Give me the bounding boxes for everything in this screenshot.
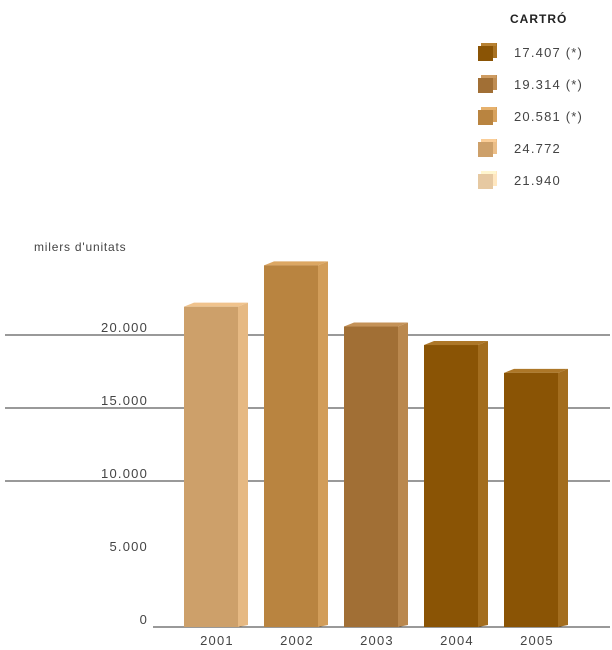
- bar-face: [504, 372, 558, 627]
- legend-label: 17.407 (*): [514, 44, 584, 60]
- legend-swatch: [478, 139, 497, 157]
- bar-side: [398, 322, 408, 627]
- legend-title: CARTRÓ: [510, 12, 568, 26]
- legend-swatch: [478, 43, 497, 61]
- legend-item: 24.772: [478, 138, 561, 158]
- x-tick-label: 2002: [280, 633, 314, 648]
- bar-face: [264, 265, 318, 627]
- bar-face: [344, 326, 398, 627]
- legend-label: 19.314 (*): [514, 76, 584, 92]
- y-tick-label: 15.000: [101, 393, 148, 408]
- legend-swatch: [478, 75, 497, 93]
- bar: [264, 261, 328, 627]
- bar-face: [184, 306, 238, 627]
- legend-label: 21.940: [514, 172, 561, 188]
- bar-top: [424, 341, 488, 346]
- legend-label: 20.581 (*): [514, 108, 584, 124]
- legend-label: 24.772: [514, 140, 561, 156]
- y-tick-label: 5.000: [109, 539, 148, 554]
- bar: [504, 368, 568, 627]
- legend-swatch: [478, 171, 497, 189]
- x-tick-label: 2001: [200, 633, 234, 648]
- x-tick-label: 2005: [520, 633, 554, 648]
- y-tick-label: 20.000: [101, 320, 148, 335]
- bar-side: [558, 368, 568, 627]
- legend-swatch: [478, 107, 497, 125]
- legend-item: 19.314 (*): [478, 74, 583, 94]
- legend-item: 21.940: [478, 170, 561, 190]
- bar: [184, 302, 248, 627]
- y-axis-label: milers d'unitats: [34, 240, 127, 254]
- x-tick-label: 2003: [360, 633, 394, 648]
- x-tick-label: 2004: [440, 633, 474, 648]
- bar: [424, 341, 488, 627]
- y-tick-label: 10.000: [101, 466, 148, 481]
- bar-top: [344, 322, 408, 327]
- bar-side: [478, 341, 488, 627]
- bar-top: [264, 261, 328, 266]
- bar-top: [504, 368, 568, 373]
- bar-side: [238, 302, 248, 627]
- bar: [344, 322, 408, 627]
- legend-item: 17.407 (*): [478, 42, 583, 62]
- y-tick-label: 0: [140, 612, 148, 627]
- bar-side: [318, 261, 328, 627]
- legend-item: 20.581 (*): [478, 106, 583, 126]
- bar-top: [184, 302, 248, 307]
- bar-face: [424, 345, 478, 627]
